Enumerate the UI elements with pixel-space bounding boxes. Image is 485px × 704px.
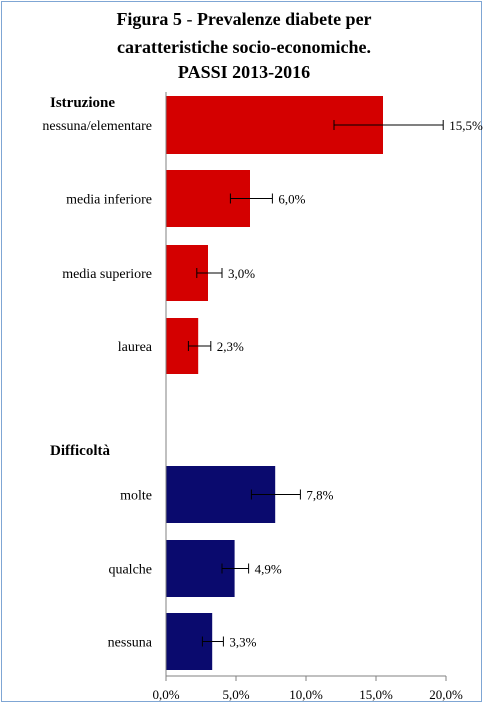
category-label: media inferiore (66, 193, 152, 208)
x-tick-label: 20,0% (429, 687, 463, 702)
x-tick-label: 15,0% (359, 687, 393, 702)
value-label: 3,3% (229, 635, 256, 650)
value-label: 2,3% (217, 339, 244, 354)
value-label: 7,8% (306, 488, 333, 503)
x-tick-label: 0,0% (152, 687, 179, 702)
chart-title-line-2: caratteristiche socio-economiche. (117, 37, 371, 57)
category-label: nessuna/elementare (42, 119, 152, 134)
category-label: molte (120, 489, 152, 504)
chart-title-line-1: Figura 5 - Prevalenze diabete per (116, 9, 371, 29)
group-label: Difficoltà (50, 443, 110, 459)
value-label: 15,5% (449, 118, 483, 133)
x-tick-label: 10,0% (289, 687, 323, 702)
category-label: laurea (118, 340, 153, 355)
value-label: 4,9% (255, 562, 282, 577)
category-label: nessuna (108, 636, 153, 651)
x-tick-label: 5,0% (222, 687, 249, 702)
plot-area: Istruzione Difficoltà nessuna/elementare 15… (42, 92, 483, 702)
group-label: Istruzione (50, 95, 115, 111)
chart-title-line-3: PASSI 2013-2016 (178, 62, 310, 82)
category-label: qualche (108, 563, 152, 578)
category-label: media superiore (62, 267, 152, 282)
value-label: 3,0% (228, 266, 255, 281)
value-label: 6,0% (278, 192, 305, 207)
